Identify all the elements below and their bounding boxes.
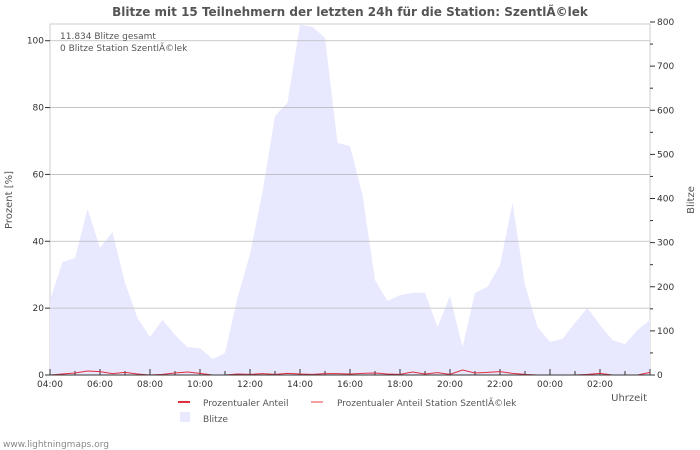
x-tick-label: 08:00 — [137, 380, 163, 390]
legend-label-station: Prozentualer Anteil Station SzentlÃ©lek — [337, 398, 517, 409]
y-right-tick-label: 200 — [657, 283, 674, 293]
x-tick-label: 14:00 — [287, 380, 313, 390]
y-left-tick-label: 60 — [33, 170, 45, 180]
legend-swatch-station — [311, 401, 323, 403]
footer-credit: www.lightningmaps.org — [3, 440, 109, 450]
x-tick-label: 18:00 — [387, 380, 413, 390]
x-tick-label: 00:00 — [537, 380, 563, 390]
x-axis-label: Uhrzeit — [611, 393, 647, 404]
y-right-tick-label: 700 — [657, 62, 674, 72]
y-axis-left-label: Prozent [%] — [4, 171, 15, 229]
chart-title: Blitze mit 15 Teilnehmern der letzten 24… — [112, 4, 589, 19]
y-left-tick-label: 100 — [27, 37, 44, 47]
x-tick-label: 10:00 — [187, 380, 213, 390]
y-left-tick-label: 40 — [33, 237, 45, 247]
y-left-tick-label: 20 — [33, 304, 45, 314]
x-tick-label: 04:00 — [37, 380, 63, 390]
legend: Prozentualer Anteil Prozentualer Anteil … — [178, 398, 517, 425]
y-right-tick-label: 400 — [657, 195, 674, 205]
series-blitze-area — [50, 24, 650, 376]
legend-label-anteil: Prozentualer Anteil — [203, 399, 289, 409]
x-tick-label: 16:00 — [337, 380, 363, 390]
y-left-tick-label: 80 — [33, 104, 45, 114]
x-tick-label: 06:00 — [87, 380, 113, 390]
annotation-total: 11.834 Blitze gesamt — [60, 32, 156, 42]
x-tick-label: 12:00 — [237, 380, 263, 390]
x-tick-label: 02:00 — [587, 380, 613, 390]
y-right-tick-label: 300 — [657, 239, 674, 249]
y-right-tick-label: 100 — [657, 327, 674, 337]
x-tick-label: 22:00 — [487, 380, 513, 390]
legend-swatch-blitze — [180, 412, 190, 422]
y-axis-right-label: Blitze — [686, 186, 697, 214]
y-right-tick-label: 0 — [657, 371, 663, 381]
y-right-tick-label: 800 — [657, 18, 674, 28]
y-right-tick-label: 600 — [657, 106, 674, 116]
annotation-station: 0 Blitze Station SzentlÃ©lek — [60, 43, 188, 54]
legend-swatch-anteil — [178, 401, 190, 403]
y-left-tick-label: 0 — [38, 371, 44, 381]
x-tick-label: 20:00 — [437, 380, 463, 390]
legend-label-blitze: Blitze — [203, 415, 228, 425]
y-right-tick-label: 500 — [657, 150, 674, 160]
